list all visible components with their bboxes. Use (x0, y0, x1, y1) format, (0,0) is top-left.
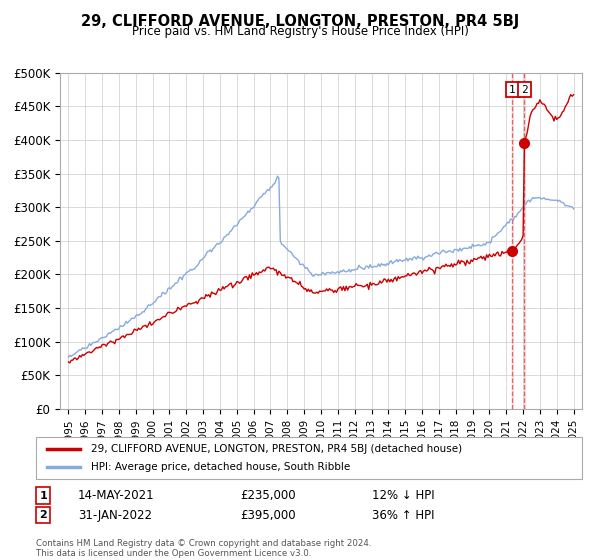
Text: 29, CLIFFORD AVENUE, LONGTON, PRESTON, PR4 5BJ (detached house): 29, CLIFFORD AVENUE, LONGTON, PRESTON, P… (91, 444, 462, 454)
Text: 14-MAY-2021: 14-MAY-2021 (78, 489, 155, 502)
Text: 12% ↓ HPI: 12% ↓ HPI (372, 489, 434, 502)
Text: £395,000: £395,000 (240, 508, 296, 522)
Text: Price paid vs. HM Land Registry's House Price Index (HPI): Price paid vs. HM Land Registry's House … (131, 25, 469, 38)
Bar (524, 73, 525, 409)
Text: £235,000: £235,000 (240, 489, 296, 502)
FancyBboxPatch shape (36, 437, 582, 479)
Text: 2: 2 (521, 85, 528, 95)
Text: 29, CLIFFORD AVENUE, LONGTON, PRESTON, PR4 5BJ: 29, CLIFFORD AVENUE, LONGTON, PRESTON, P… (81, 14, 519, 29)
Bar (512, 73, 513, 409)
Text: 2: 2 (40, 510, 47, 520)
Text: 36% ↑ HPI: 36% ↑ HPI (372, 508, 434, 522)
Text: 1: 1 (509, 85, 516, 95)
Text: 31-JAN-2022: 31-JAN-2022 (78, 508, 152, 522)
Text: HPI: Average price, detached house, South Ribble: HPI: Average price, detached house, Sout… (91, 462, 350, 472)
Text: Contains HM Land Registry data © Crown copyright and database right 2024.
This d: Contains HM Land Registry data © Crown c… (36, 539, 371, 558)
Text: 1: 1 (40, 491, 47, 501)
